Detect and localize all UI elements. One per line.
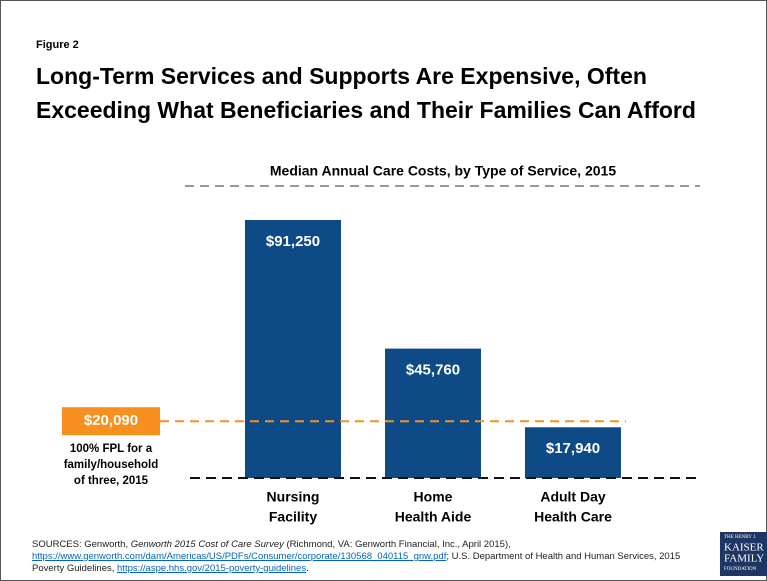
reference-note: family/household [64,459,159,471]
x-tick-label: Home [414,489,453,505]
source-part[interactable]: https://aspe.hhs.gov/2015-poverty-guidel… [117,563,307,574]
value-label: $91,250 [266,233,320,250]
figure-label: Figure 2 [36,39,79,51]
title-line: Exceeding What Beneficiaries and Their F… [36,97,696,123]
x-tick-label: Nursing [267,489,320,505]
x-tick-label: Facility [269,509,317,525]
reference-note: 100% FPL for a [70,443,153,455]
source-part: ; U.S. Department of Health and Human Se… [32,551,681,574]
logo-text: FOUNDATION [724,567,757,572]
x-tick-label: Adult Day [540,489,606,505]
chart-title: Median Annual Care Costs, by Type of Ser… [270,163,616,179]
reference-note: of three, 2015 [74,475,149,487]
x-tick-label: Health Care [534,509,612,525]
bar [525,427,621,478]
source-part: SOURCES: Genworth, [32,539,131,550]
x-tick-label: Health Aide [395,509,472,525]
source-part: . [306,563,309,574]
bar [385,348,481,478]
value-label: $45,760 [406,362,460,379]
source-part: (Richmond, VA: Genworth Financial, Inc.,… [283,539,511,550]
logo-box [720,532,767,576]
reference-box [62,407,160,436]
logo-text: FAMILY [724,553,764,565]
bar [245,220,341,478]
logo [720,532,767,576]
source-part[interactable]: https://www.genworth.com/dam/Americas/US… [32,551,447,562]
logo-text: KAISER [724,542,764,554]
source-part: Genworth 2015 Cost of Care Survey [130,539,284,550]
title-line: Long-Term Services and Supports Are Expe… [36,63,647,89]
logo-text: THE HENRY J. [724,535,756,540]
value-label: $17,940 [546,440,600,457]
sources: SOURCES: Genworth, Genworth 2015 Cost of… [32,539,702,575]
reference-label: $20,090 [84,412,138,429]
